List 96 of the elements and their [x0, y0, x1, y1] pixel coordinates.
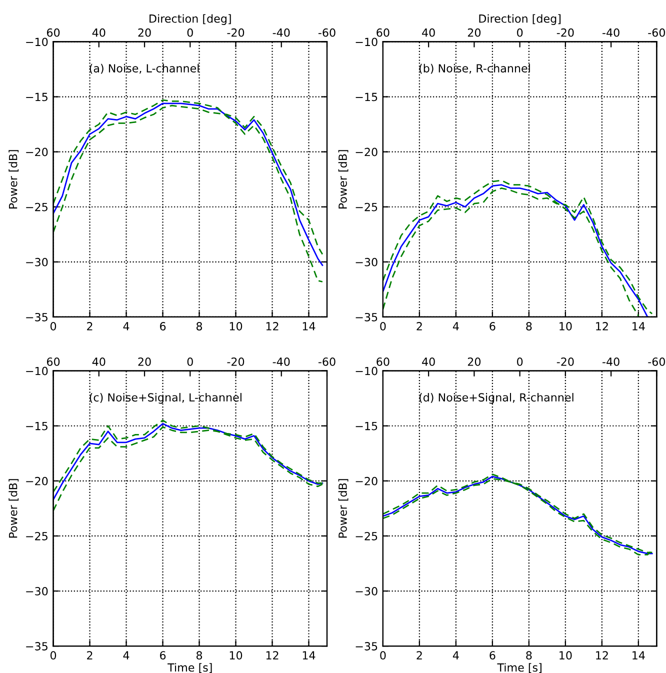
- x-tick-label: 6: [160, 651, 166, 660]
- x2-tick-label: -20: [227, 28, 244, 37]
- y-tick-label: −15: [356, 92, 378, 102]
- annotation: (d) Noise+Signal, R-channel: [419, 392, 574, 404]
- x2-tick-label: -40: [602, 28, 620, 37]
- x-tick-label: 8: [196, 651, 202, 660]
- y-tick-label: −25: [356, 202, 378, 212]
- x2-tick-label: -40: [272, 28, 290, 37]
- y-tick-label: −25: [356, 532, 378, 540]
- y-tick-label: −25: [26, 202, 48, 212]
- x-tick-label: 4: [452, 651, 459, 660]
- x-tick-label: 4: [123, 322, 130, 330]
- y-tick-label: −15: [26, 422, 48, 430]
- x-axis-title: Time [s]: [168, 663, 212, 673]
- x2-tick-label: 20: [138, 28, 151, 37]
- y-tick-label: −10: [356, 366, 378, 376]
- x-tick-label: 8: [526, 322, 532, 330]
- x-tick-label: 14: [632, 651, 645, 660]
- x-tick-label: 2: [87, 322, 92, 330]
- x2-tick-label: 20: [468, 357, 481, 366]
- x-tick-label: 12: [266, 322, 278, 330]
- y-tick-label: −10: [26, 38, 48, 46]
- x-tick-label: 0: [50, 322, 56, 330]
- x2-tick-label: -20: [556, 357, 574, 366]
- annotation: (a) Noise, L-channel: [90, 64, 199, 74]
- x-tick-label: 10: [230, 651, 242, 660]
- annotation: (c) Noise+Signal, L-channel: [90, 392, 242, 404]
- y-axis-title: Power [dB]: [338, 479, 348, 538]
- y-tick-label: −20: [26, 476, 48, 486]
- x-tick-label: 10: [560, 651, 572, 660]
- x-tick-label: 2: [416, 322, 422, 330]
- y-tick-label: −20: [356, 476, 378, 486]
- annotation: (b) Noise, R-channel: [419, 64, 530, 74]
- x-tick-label: 12: [266, 651, 278, 660]
- x2-tick-label: 60: [376, 357, 390, 366]
- y-tick-label: −20: [26, 148, 48, 156]
- x2-axis-title: Direction [deg]: [479, 14, 561, 25]
- x-tick-label: 6: [490, 322, 496, 330]
- x-tick-label: 6: [160, 322, 166, 330]
- x-tick-label: 0: [380, 651, 386, 660]
- x-tick-label: 2: [87, 651, 92, 660]
- x-tick-label: 14: [302, 651, 316, 660]
- x2-tick-label: 20: [468, 28, 481, 37]
- x-tick-label: 10: [560, 322, 572, 330]
- x2-tick-label: 40: [92, 28, 106, 37]
- y-tick-label: −10: [26, 366, 48, 376]
- x-tick-label: 8: [526, 651, 532, 660]
- y-tick-label: −15: [26, 92, 48, 102]
- x-tick-label: 14: [632, 322, 645, 330]
- x2-tick-label: -20: [556, 28, 574, 37]
- x2-tick-label: 40: [422, 357, 435, 366]
- x2-axis-title: Direction [deg]: [150, 14, 231, 25]
- y-tick-label: −35: [26, 642, 48, 650]
- x-tick-label: 14: [302, 322, 316, 330]
- y-tick-label: −35: [26, 312, 48, 322]
- x2-tick-label: -40: [602, 357, 620, 366]
- x-tick-label: 10: [230, 322, 242, 330]
- x-tick-label: 0: [380, 322, 386, 330]
- x2-tick-label: 40: [422, 28, 435, 37]
- y-axis-title: Power [dB]: [8, 479, 19, 538]
- x2-tick-label: -60: [648, 28, 666, 37]
- x-tick-label: 6: [490, 651, 496, 660]
- y-tick-label: −30: [26, 587, 48, 596]
- y-tick-label: −35: [356, 642, 378, 650]
- x2-tick-label: 0: [517, 28, 523, 37]
- x2-tick-label: 40: [92, 357, 106, 366]
- x2-tick-label: 20: [138, 357, 151, 366]
- y-tick-label: −10: [356, 38, 378, 46]
- x-tick-label: 4: [123, 651, 130, 660]
- x2-tick-label: 0: [187, 28, 193, 37]
- y-tick-label: −30: [356, 258, 378, 266]
- x-tick-label: 12: [596, 651, 608, 660]
- y-tick-label: −15: [356, 422, 378, 430]
- x2-tick-label: 60: [46, 28, 60, 37]
- x-tick-label: 4: [452, 322, 459, 330]
- x2-tick-label: -40: [272, 357, 290, 366]
- y-tick-label: −30: [356, 587, 378, 596]
- x-axis-title: Time [s]: [497, 663, 542, 673]
- y-tick-label: −35: [356, 312, 378, 322]
- x-tick-label: 12: [596, 322, 608, 330]
- x2-tick-label: 60: [46, 357, 60, 366]
- x2-tick-label: -60: [318, 28, 336, 37]
- y-axis-title: Power [dB]: [8, 150, 19, 208]
- y-tick-label: −25: [26, 532, 48, 540]
- x2-tick-label: -60: [648, 357, 666, 366]
- x2-tick-label: -20: [227, 357, 244, 366]
- x2-tick-label: 60: [376, 28, 390, 37]
- y-tick-label: −20: [356, 148, 378, 156]
- x2-tick-label: -60: [318, 357, 336, 366]
- x2-tick-label: 0: [517, 357, 523, 366]
- y-tick-label: −30: [26, 258, 48, 266]
- x-tick-label: 2: [416, 651, 422, 660]
- y-axis-title: Power [dB]: [338, 150, 348, 208]
- x2-tick-label: 0: [187, 357, 193, 366]
- x-tick-label: 8: [196, 322, 202, 330]
- x-tick-label: 0: [50, 651, 56, 660]
